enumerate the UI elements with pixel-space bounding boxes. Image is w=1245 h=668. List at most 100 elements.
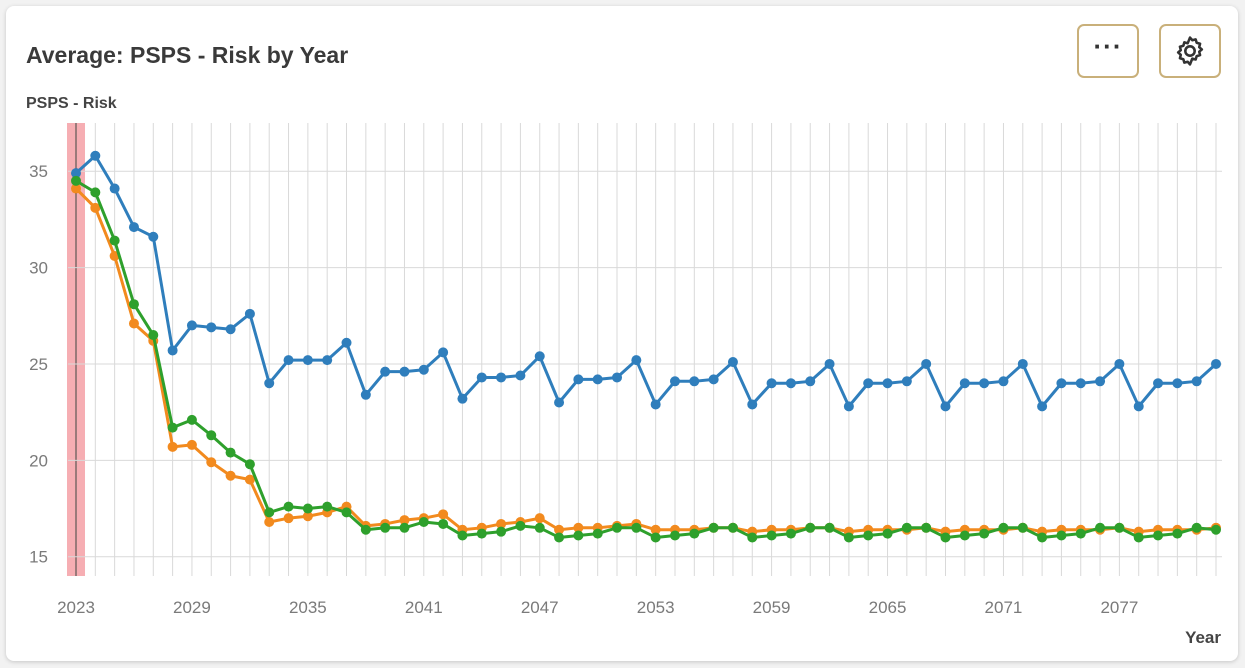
data-point-series-2 [283, 513, 294, 524]
data-point-series-3 [418, 517, 429, 528]
data-point-series-1 [1191, 376, 1202, 387]
data-point-series-1 [1056, 378, 1067, 389]
y-axis-label: PSPS - Risk [26, 95, 117, 112]
data-point-series-3 [128, 299, 139, 310]
y-tick-label: 20 [29, 451, 48, 470]
data-point-series-1 [148, 231, 159, 242]
data-point-series-2 [573, 522, 584, 533]
settings-button[interactable] [1159, 24, 1221, 78]
data-point-series-1 [1172, 378, 1183, 389]
data-point-series-3 [573, 530, 584, 541]
data-point-series-1 [650, 399, 661, 410]
data-point-series-1 [167, 345, 178, 356]
data-point-series-2 [225, 470, 236, 481]
data-point-series-3 [901, 522, 912, 533]
y-tick-label: 35 [29, 162, 48, 181]
data-point-series-3 [940, 532, 951, 543]
data-point-series-3 [1172, 528, 1183, 539]
more-options-button[interactable]: ··· [1077, 24, 1139, 78]
data-point-series-1 [1017, 358, 1028, 369]
data-point-series-3 [225, 447, 236, 458]
data-point-series-1 [360, 389, 371, 400]
data-point-series-3 [843, 532, 854, 543]
y-tick-label: 15 [29, 548, 48, 567]
data-point-series-2 [244, 474, 255, 485]
data-point-series-1 [128, 222, 139, 233]
data-point-series-1 [186, 320, 197, 331]
x-tick-label: 2065 [869, 598, 907, 617]
data-point-series-2 [438, 509, 449, 520]
data-point-series-3 [669, 530, 680, 541]
data-point-series-3 [109, 235, 120, 246]
data-point-series-3 [148, 330, 159, 341]
data-point-series-1 [534, 351, 545, 362]
data-point-series-1 [302, 355, 313, 366]
line-chart: PSPS - Risk Year 15 20 25 30 35 2023 2029 2035 2… [26, 95, 1222, 647]
data-point-series-3 [727, 522, 738, 533]
more-dots-icon: ··· [1093, 31, 1123, 61]
data-point-series-3 [1133, 532, 1144, 543]
data-point-series-3 [1095, 522, 1106, 533]
data-point-series-3 [341, 507, 352, 518]
y-tick-label: 25 [29, 355, 48, 374]
chart-title: Average: PSPS - Risk by Year [26, 42, 349, 68]
data-point-series-1 [669, 376, 680, 387]
data-point-series-3 [612, 522, 623, 533]
data-point-series-1 [843, 401, 854, 412]
data-point-series-2 [90, 202, 101, 213]
data-point-series-3 [824, 522, 835, 533]
x-tick-label: 2047 [521, 598, 559, 617]
data-point-series-3 [650, 532, 661, 543]
data-point-series-3 [998, 522, 1009, 533]
data-point-series-3 [882, 528, 893, 539]
data-point-series-3 [167, 422, 178, 433]
data-point-series-1 [863, 378, 874, 389]
data-point-series-1 [592, 374, 603, 385]
series-line-1 [74, 154, 1218, 408]
data-point-series-3 [534, 522, 545, 533]
data-point-series-1 [90, 150, 101, 161]
data-point-series-1 [1153, 378, 1164, 389]
data-point-series-1 [573, 374, 584, 385]
data-point-series-2 [496, 518, 507, 529]
data-point-series-3 [186, 414, 197, 425]
x-tick-label: 2071 [985, 598, 1023, 617]
data-point-series-3 [1075, 528, 1086, 539]
data-point-series-1 [109, 183, 120, 194]
data-point-series-3 [1153, 530, 1164, 541]
data-point-series-1 [380, 366, 391, 377]
data-point-series-3 [1191, 522, 1202, 533]
data-point-series-1 [71, 168, 81, 179]
data-point-series-1 [727, 357, 738, 368]
data-point-series-1 [1075, 378, 1086, 389]
data-point-series-3 [1114, 522, 1125, 533]
data-point-series-1 [901, 376, 912, 387]
data-point-series-3 [476, 528, 487, 539]
data-point-series-1 [1114, 358, 1125, 369]
y-tick-label: 30 [29, 259, 48, 278]
data-point-series-1 [1211, 358, 1221, 369]
data-point-series-1 [476, 372, 487, 383]
chart-card: Average: PSPS - Risk by Year ··· PSPS - … [6, 6, 1238, 661]
data-point-series-3 [496, 526, 507, 537]
data-point-series-1 [959, 378, 970, 389]
data-point-series-1 [747, 399, 758, 410]
gear-icon [1176, 36, 1204, 66]
data-point-series-3 [1017, 522, 1028, 533]
data-point-series-1 [805, 376, 816, 387]
data-point-series-1 [283, 355, 294, 366]
data-point-series-2 [534, 513, 545, 524]
data-point-series-3 [380, 522, 391, 533]
data-point-series-1 [766, 378, 777, 389]
x-tick-label: 2035 [289, 598, 327, 617]
data-point-series-3 [71, 175, 81, 186]
data-point-series-1 [785, 378, 796, 389]
data-point-series-3 [264, 507, 275, 518]
data-point-series-2 [554, 524, 565, 535]
data-point-series-3 [438, 518, 449, 529]
data-point-series-1 [1037, 401, 1048, 412]
data-point-series-1 [515, 370, 526, 381]
data-point-series-3 [302, 503, 313, 514]
data-point-series-3 [592, 528, 603, 539]
data-point-series-3 [1211, 524, 1221, 535]
